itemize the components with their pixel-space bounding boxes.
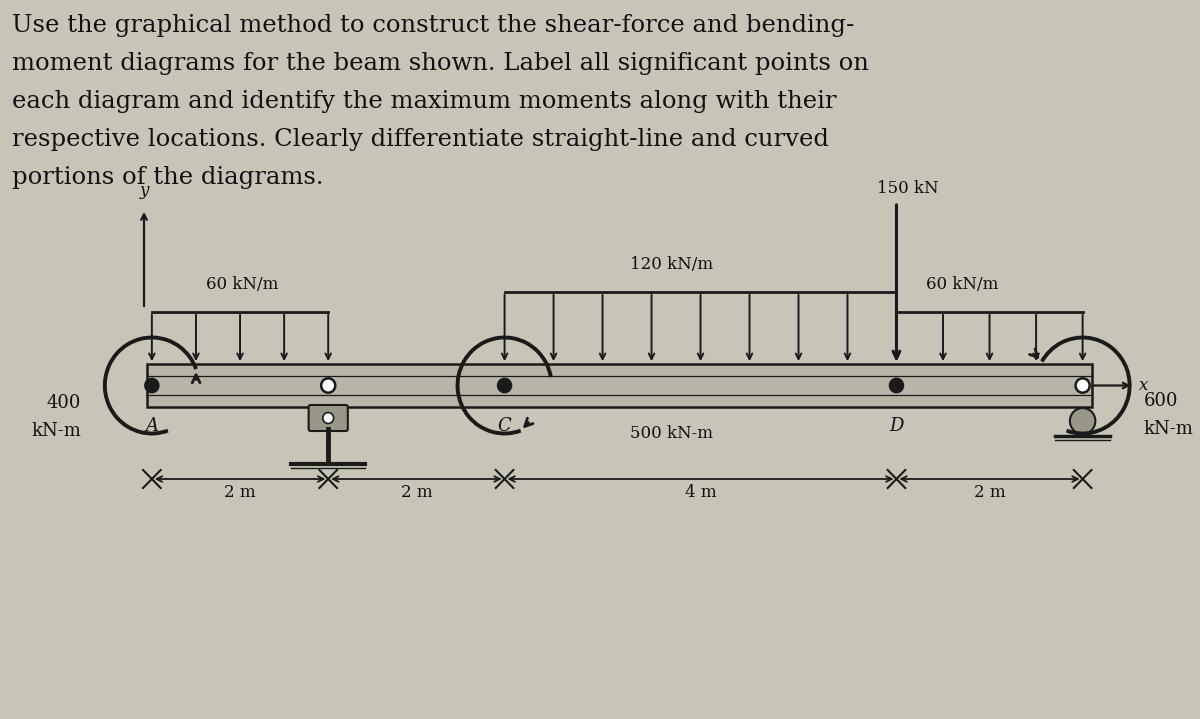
Text: 500 kN-m: 500 kN-m (630, 425, 713, 442)
Text: A: A (145, 417, 158, 435)
Text: 600: 600 (1144, 392, 1178, 410)
Text: each diagram and identify the maximum moments along with their: each diagram and identify the maximum mo… (12, 90, 836, 113)
Text: 60 kN/m: 60 kN/m (926, 276, 998, 293)
Circle shape (1070, 408, 1096, 434)
Text: B: B (322, 417, 335, 435)
Text: portions of the diagrams.: portions of the diagrams. (12, 166, 323, 189)
Text: Use the graphical method to construct the shear-force and bending-: Use the graphical method to construct th… (12, 14, 854, 37)
Text: 2 m: 2 m (224, 484, 256, 501)
Text: 150 kN: 150 kN (877, 180, 940, 197)
Text: 2 m: 2 m (973, 484, 1006, 501)
Circle shape (498, 378, 511, 393)
Circle shape (889, 378, 904, 393)
Text: respective locations. Clearly differentiate straight-line and curved: respective locations. Clearly differenti… (12, 128, 829, 151)
Bar (146, 364, 1092, 407)
Circle shape (1075, 378, 1090, 393)
Text: moment diagrams for the beam shown. Label all significant points on: moment diagrams for the beam shown. Labe… (12, 52, 869, 75)
Circle shape (323, 413, 334, 423)
Text: y: y (139, 182, 149, 199)
Text: x: x (1140, 377, 1148, 394)
Text: 60 kN/m: 60 kN/m (205, 276, 278, 293)
Circle shape (145, 378, 158, 393)
Text: 400: 400 (47, 395, 82, 413)
Text: 120 kN/m: 120 kN/m (630, 256, 713, 273)
Text: E: E (1076, 417, 1090, 435)
Text: kN-m: kN-m (1144, 419, 1193, 437)
Text: 4 m: 4 m (685, 484, 716, 501)
Text: kN-m: kN-m (31, 421, 82, 439)
FancyBboxPatch shape (308, 405, 348, 431)
Circle shape (322, 378, 335, 393)
Text: D: D (889, 417, 904, 435)
Text: 2 m: 2 m (401, 484, 432, 501)
Text: C: C (498, 417, 511, 435)
